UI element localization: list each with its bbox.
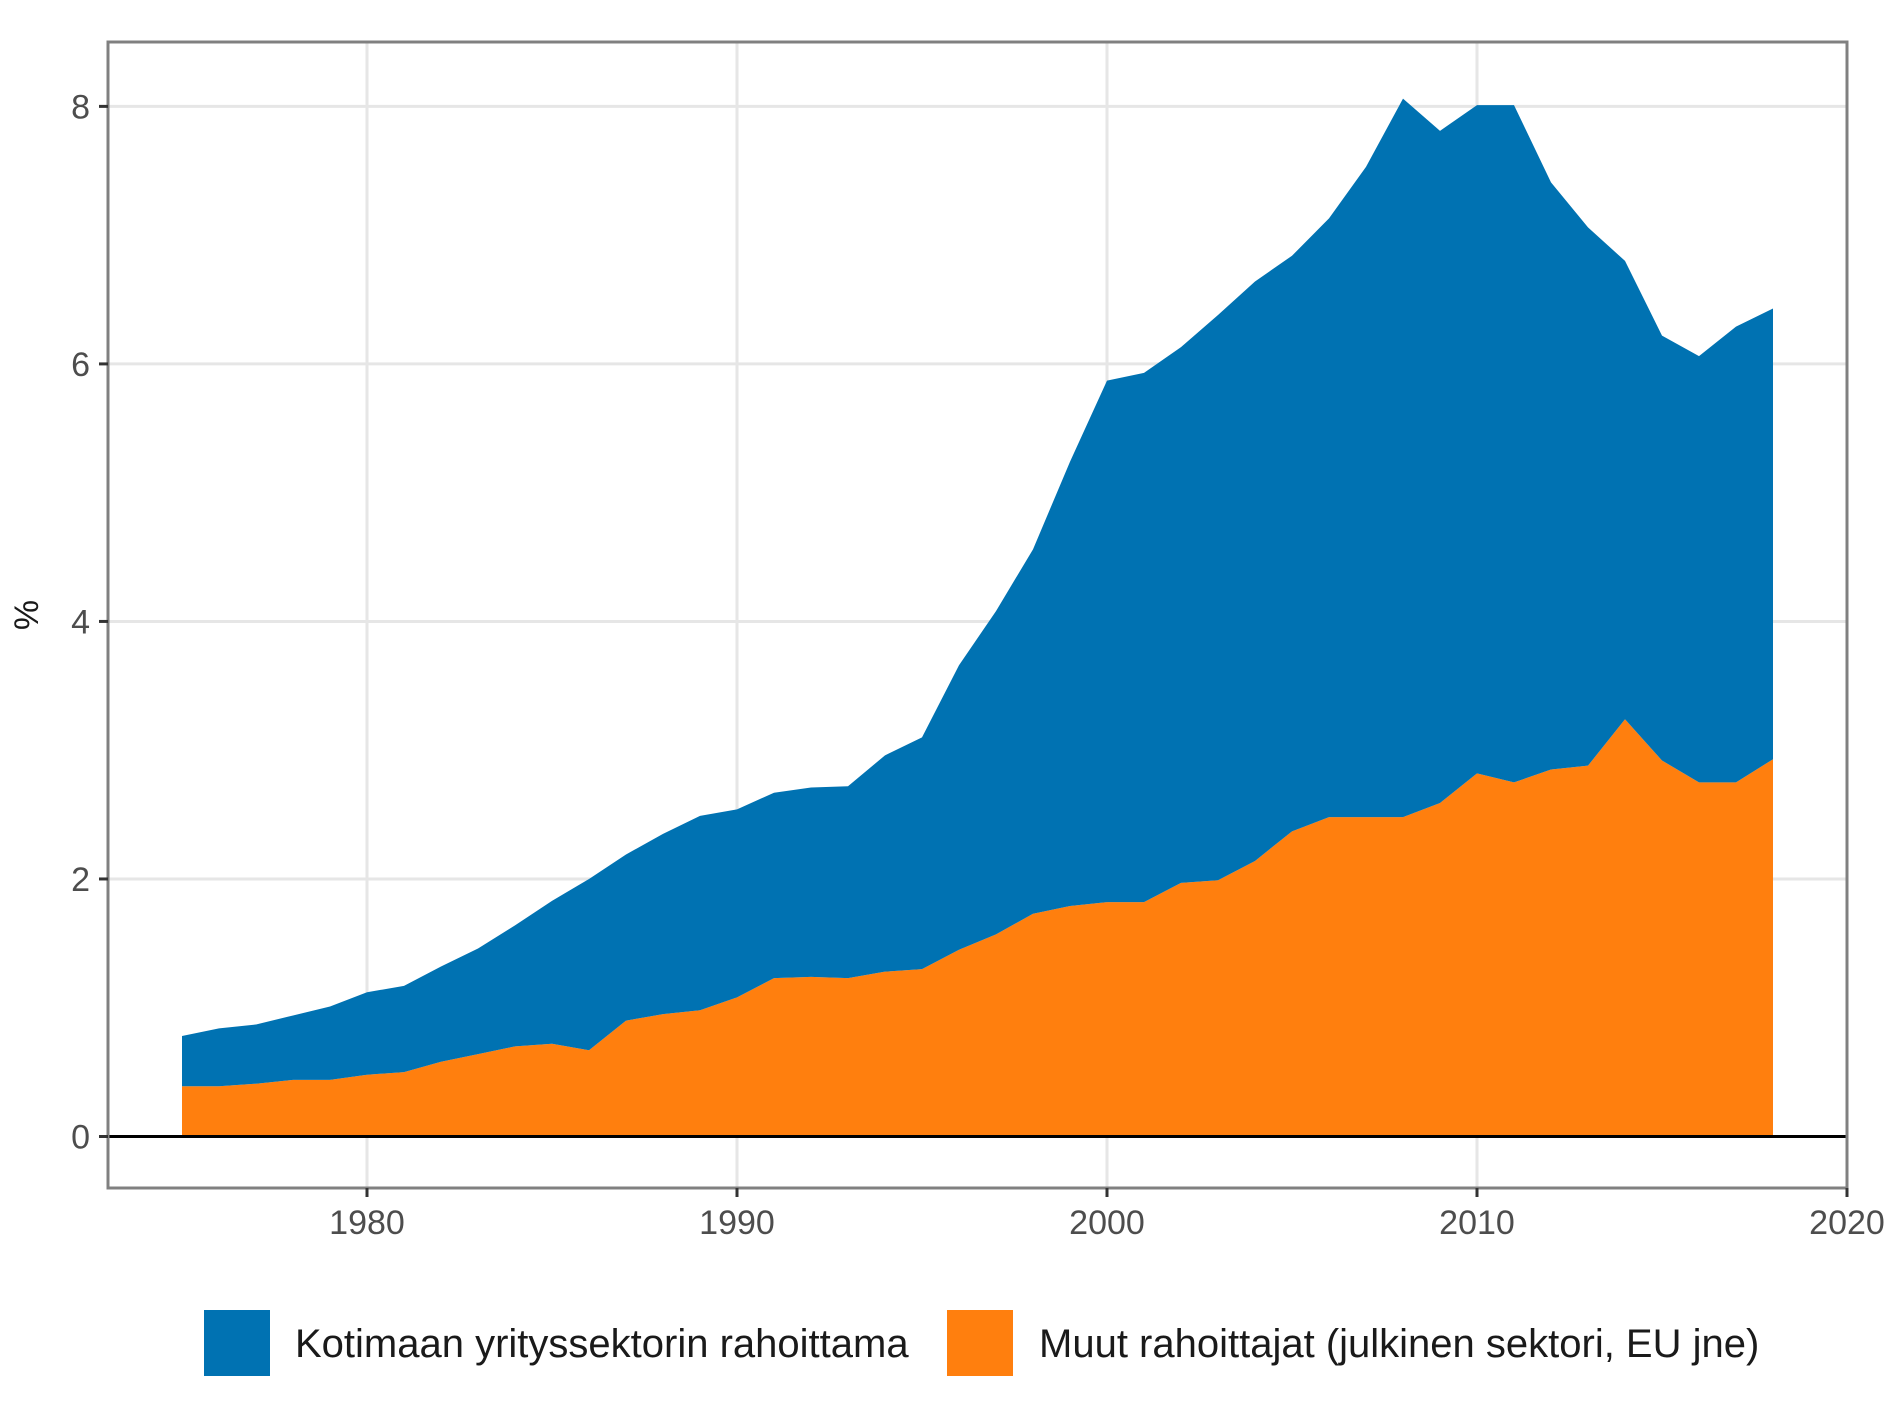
x-tick-label: 1980 [329, 1204, 405, 1242]
y-tick-label: 0 [71, 1118, 90, 1156]
y-tick-label: 4 [71, 603, 90, 641]
x-tick-label: 2010 [1439, 1204, 1515, 1242]
area-series [182, 98, 1773, 1137]
area-series-2 [182, 98, 1773, 1087]
legend-label-2: Muut rahoittajat (julkinen sektori, EU j… [1039, 1322, 1759, 1366]
x-axis: 1980 1990 2000 2010 2020 [329, 1188, 1885, 1242]
x-tick-label: 2020 [1809, 1204, 1885, 1242]
y-tick-label: 2 [71, 861, 90, 899]
y-axis: 0 2 4 6 8 [71, 88, 108, 1156]
y-tick-label: 6 [71, 346, 90, 384]
legend-label-1: Kotimaan yrityssektorin rahoittama [295, 1322, 909, 1366]
y-axis-title: % [8, 600, 46, 630]
panel-border [106, 40, 1849, 1190]
legend: Kotimaan yrityssektorin rahoittama Muut r… [204, 1310, 1759, 1376]
legend-key-2 [947, 1310, 1013, 1376]
y-tick-label: 8 [71, 88, 90, 126]
area-series-1 [182, 719, 1773, 1137]
x-tick-label: 2000 [1069, 1204, 1145, 1242]
legend-key-1 [204, 1310, 270, 1376]
x-tick-label: 1990 [699, 1204, 775, 1242]
